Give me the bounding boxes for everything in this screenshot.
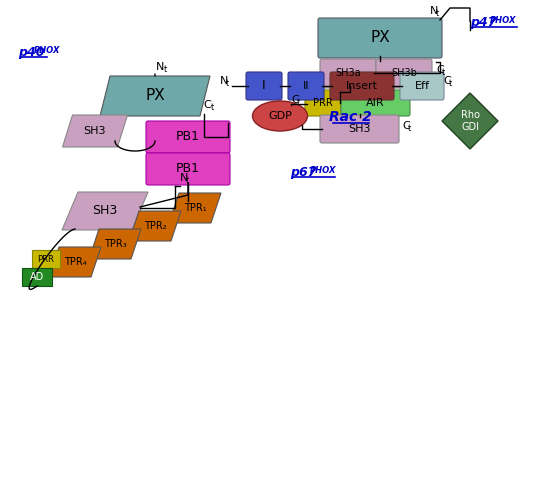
FancyBboxPatch shape [246,72,282,100]
Text: SH3a: SH3a [335,69,361,79]
FancyBboxPatch shape [32,250,60,268]
Text: C: C [436,65,444,75]
FancyBboxPatch shape [318,18,442,58]
Text: SH3: SH3 [348,124,371,134]
Text: PHOX: PHOX [34,46,60,55]
Polygon shape [49,247,101,277]
Text: SH3b: SH3b [391,69,417,79]
Ellipse shape [252,101,307,131]
Text: SH3: SH3 [92,205,118,218]
Text: t: t [442,68,446,77]
Text: Rac 2: Rac 2 [329,110,371,124]
Polygon shape [100,76,210,116]
Text: C: C [402,121,410,131]
Text: t: t [408,124,411,133]
Text: PB1: PB1 [176,162,200,175]
Text: PB1: PB1 [176,131,200,143]
Text: C: C [443,76,451,86]
Polygon shape [169,193,221,223]
Text: SH3: SH3 [84,126,106,136]
Text: GDP: GDP [268,111,292,121]
Polygon shape [62,192,148,230]
Text: AD: AD [30,272,44,282]
Text: Eff: Eff [415,81,430,91]
Text: p40: p40 [18,46,45,59]
FancyBboxPatch shape [400,72,444,100]
FancyBboxPatch shape [22,268,52,286]
Text: t: t [163,65,167,74]
FancyBboxPatch shape [146,121,230,153]
Text: t: t [226,79,229,88]
Polygon shape [442,93,498,149]
Text: N: N [430,6,438,16]
Text: PX: PX [145,88,165,104]
Text: N: N [156,62,164,72]
FancyBboxPatch shape [376,59,432,88]
Text: PHOX: PHOX [310,166,337,175]
Text: TPR₂: TPR₂ [144,221,166,231]
Text: PX: PX [370,31,390,46]
FancyBboxPatch shape [320,59,376,88]
Polygon shape [89,229,141,259]
Text: C: C [291,95,299,105]
FancyBboxPatch shape [330,72,394,100]
Text: t: t [297,98,300,107]
Text: TPR₁: TPR₁ [184,203,206,213]
Text: Insert: Insert [346,81,378,91]
Text: I: I [262,80,266,92]
FancyBboxPatch shape [341,90,410,116]
Text: II: II [302,81,309,91]
Text: p47: p47 [470,16,497,29]
FancyBboxPatch shape [320,115,399,143]
Text: PRR: PRR [313,98,333,108]
Text: TPR₄: TPR₄ [64,257,86,267]
FancyBboxPatch shape [146,153,230,185]
Polygon shape [63,115,128,147]
Text: N: N [180,173,188,183]
Text: t: t [186,176,189,185]
Text: p67: p67 [290,166,316,179]
Text: PRR: PRR [37,255,54,263]
Text: t: t [449,79,452,88]
FancyBboxPatch shape [288,72,324,100]
Text: Rho
GDI: Rho GDI [460,110,480,132]
Text: C: C [203,100,211,110]
Text: PHOX: PHOX [490,16,516,25]
FancyBboxPatch shape [305,90,341,116]
Text: t: t [210,103,213,112]
Text: N: N [220,76,228,86]
Text: t: t [436,9,439,18]
Text: TPR₃: TPR₃ [103,239,127,249]
Polygon shape [129,211,181,241]
Text: AIR: AIR [366,98,385,108]
